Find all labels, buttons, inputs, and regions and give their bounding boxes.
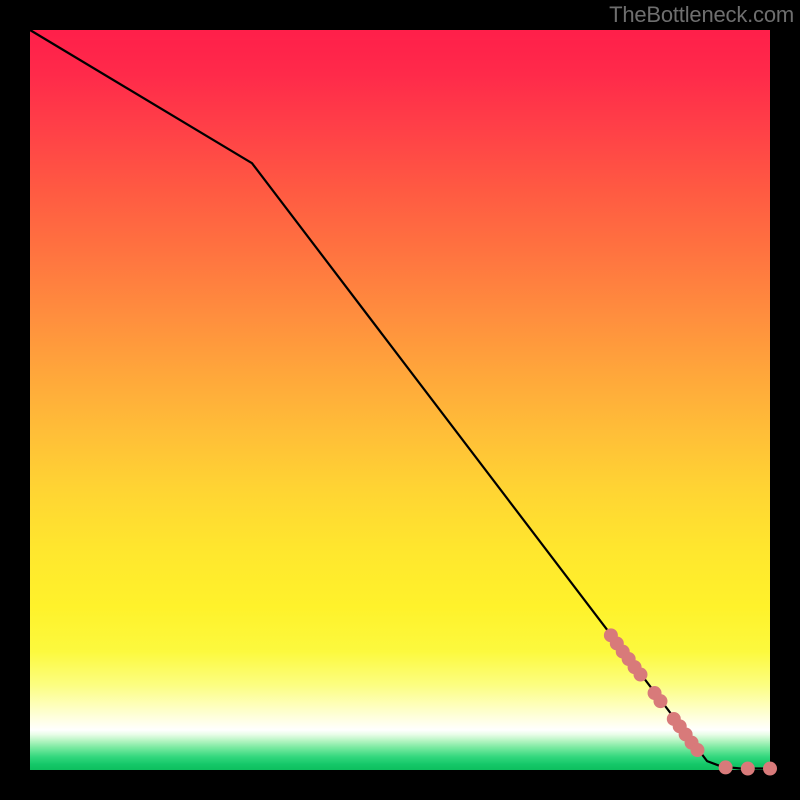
chart-plot-background <box>30 30 770 770</box>
data-marker <box>764 762 777 775</box>
data-marker <box>654 695 667 708</box>
data-marker <box>719 761 732 774</box>
data-marker <box>741 762 754 775</box>
watermark-label: TheBottleneck.com <box>609 2 794 28</box>
data-marker <box>691 744 704 757</box>
data-marker <box>634 668 647 681</box>
